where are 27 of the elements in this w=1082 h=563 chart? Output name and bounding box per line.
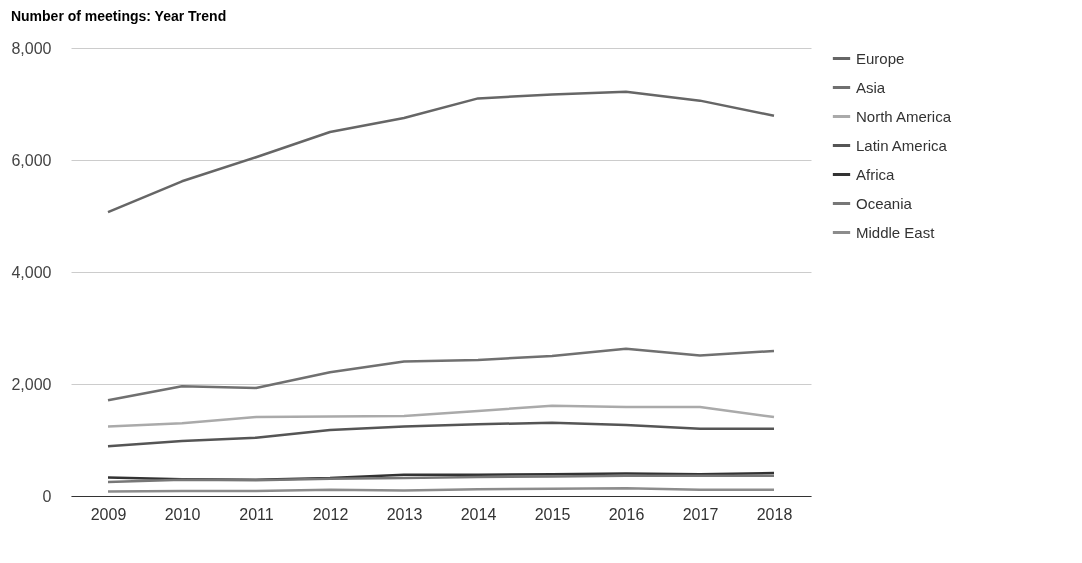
x-tick-label: 2009 [90,505,127,523]
legend-label: Middle East [856,223,936,241]
x-tick-label: 2014 [460,505,497,523]
x-tick-label: 2013 [386,505,423,523]
line-series [106,421,776,448]
x-tick-label: 2017 [682,505,719,523]
y-tick-label: 4,000 [11,263,52,281]
y-tick-label: 6,000 [11,151,52,169]
x-tick-label: 2018 [756,505,793,523]
x-tick-label: 2010 [164,505,201,523]
x-tick-label: 2015 [534,505,571,523]
x-tick-label: 2016 [608,505,645,523]
y-tick-label: 8,000 [11,39,52,57]
legend-label: Europe [856,49,905,67]
x-tick-label: 2011 [239,505,274,523]
x-tick-label: 2012 [312,505,349,523]
y-tick-label: 2,000 [11,375,52,393]
legend-label: Latin America [856,136,948,154]
y-tick-label: 0 [42,487,52,505]
legend-label: Oceania [856,194,913,212]
legend-label: Asia [856,78,886,96]
line-series [106,347,776,402]
legend-label: Africa [856,165,895,183]
chart-title: Number of meetings: Year Trend [10,8,227,24]
legend-label: North America [856,107,952,125]
line-series [106,404,776,428]
line-series [106,90,776,214]
